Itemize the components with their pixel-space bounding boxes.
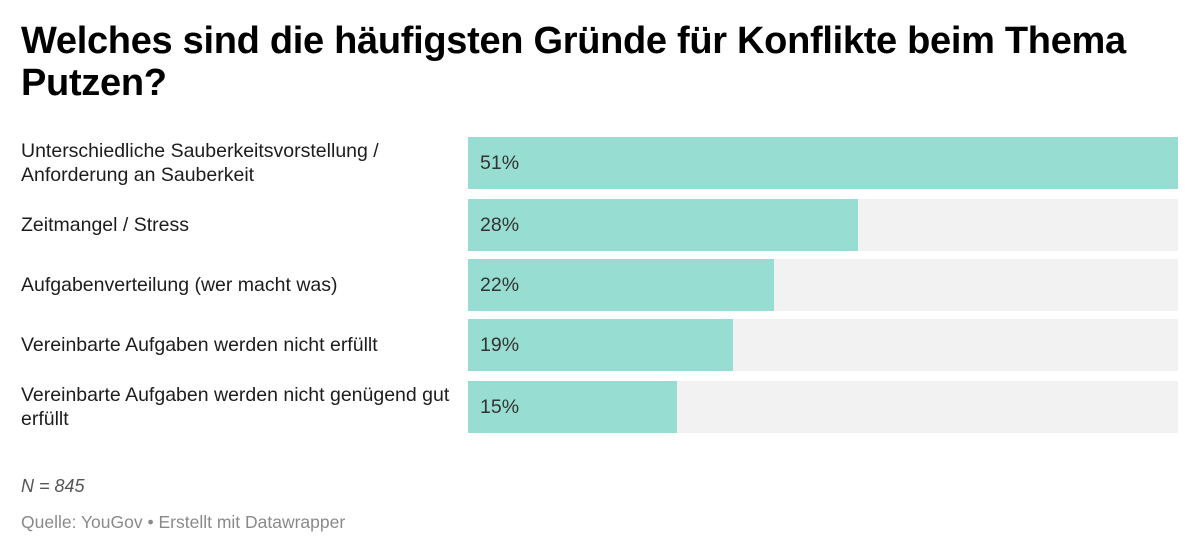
category-label: Unterschiedliche Sauberkeitsvorstellung … [21,140,379,186]
bar-value-label: 51% [480,151,520,174]
bar-track: 28% [468,199,1178,251]
bar-value-label: 28% [480,213,520,236]
sample-size-note: N = 845 [21,476,85,496]
bar [468,381,677,433]
bar [468,319,733,371]
chart-title: Welches sind die häufigsten Gründe für K… [21,20,1126,104]
bar-track: 51% [468,137,1178,189]
source-credit: Quelle: YouGov • Erstellt mit Datawrappe… [21,512,346,532]
bar [468,259,775,311]
category-label: Zeitmangel / Stress [21,214,189,236]
bar [468,199,858,251]
bar-value-label: 19% [480,333,520,356]
category-label: Vereinbarte Aufgaben werden nicht genüge… [21,384,450,430]
category-label: Aufgabenverteilung (wer macht was) [21,274,338,296]
bar-track: 19% [468,319,1178,371]
bar [468,137,1178,189]
bar-value-label: 22% [480,273,520,296]
bar-track: 15% [468,381,1178,433]
bar-track: 22% [468,259,1178,311]
bar-value-label: 15% [480,395,520,418]
category-label: Vereinbarte Aufgaben werden nicht erfüll… [21,334,378,356]
